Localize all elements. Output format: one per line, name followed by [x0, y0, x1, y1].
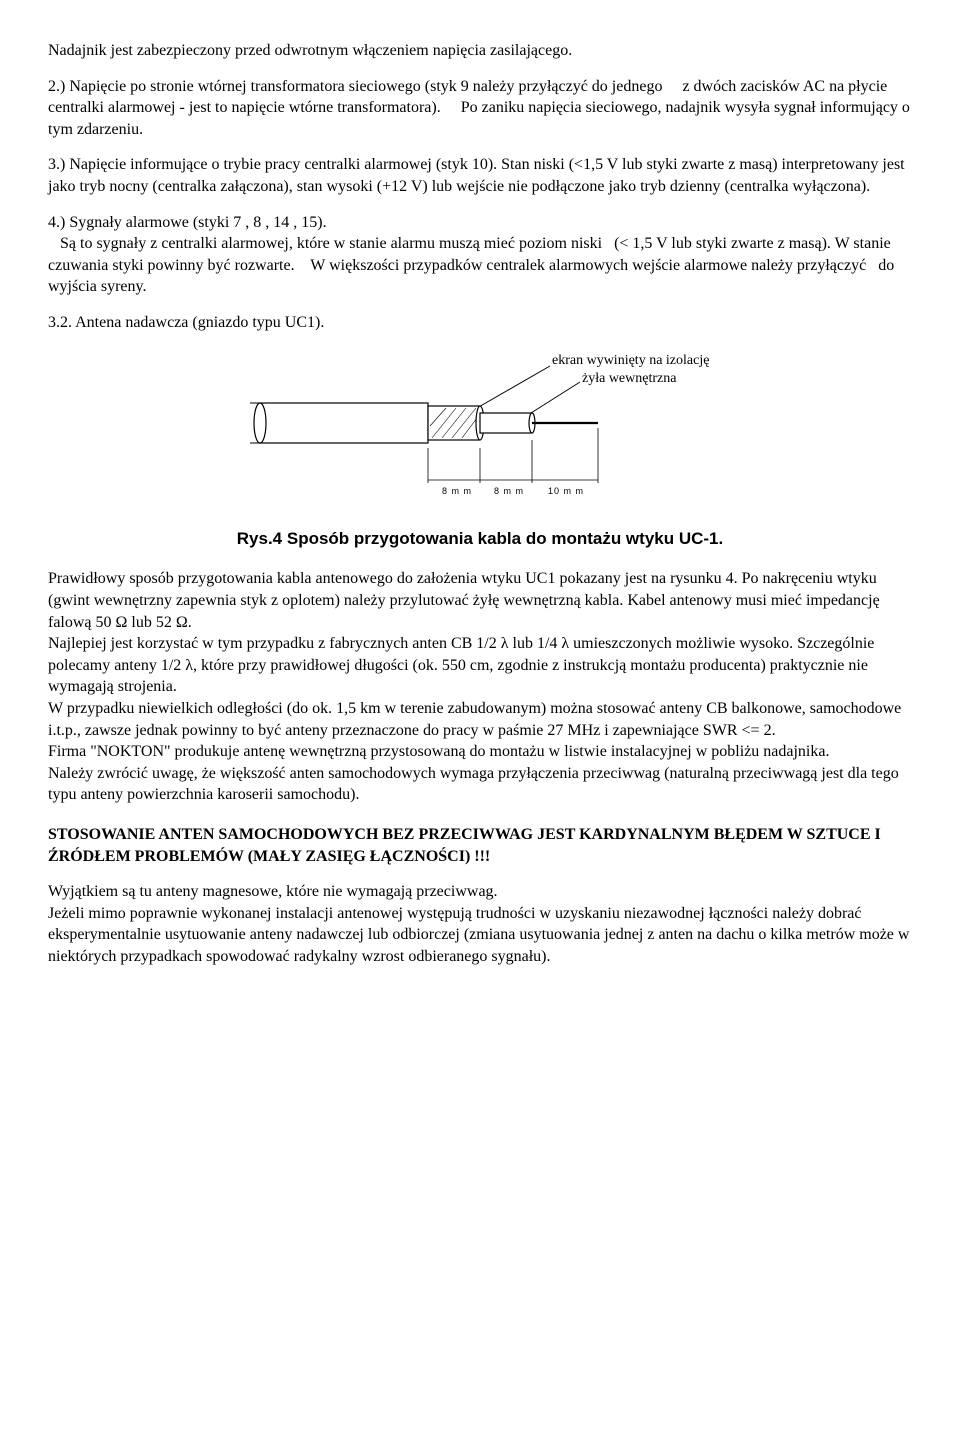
paragraph-transmitter-protection: Nadajnik jest zabezpieczony przed odwrot… [48, 40, 912, 62]
fig-dim-3: 10 m m [548, 486, 584, 496]
paragraph-item-4-body: Są to sygnały z centralki alarmowej, któ… [48, 233, 912, 298]
paragraph-item-3: 3.) Napięcie informujące o trybie pracy … [48, 154, 912, 197]
paragraph-short-range: W przypadku niewielkich odległości (do o… [48, 698, 912, 741]
paragraph-nokton: Firma "NOKTON" produkuje antenę wewnętrz… [48, 741, 912, 763]
figure-4-caption: Rys.4 Sposób przygotowania kabla do mont… [48, 528, 912, 551]
fig-dim-1: 8 m m [442, 486, 472, 496]
fig-label-core: żyła wewnętrzna [582, 371, 677, 386]
paragraph-experimental-placement: Jeżeli mimo poprawnie wykonanej instalac… [48, 903, 912, 968]
paragraph-magnet-exception: Wyjątkiem są tu anteny magnesowe, które … [48, 881, 912, 903]
paragraph-antenna-recommend: Najlepiej jest korzystać w tym przypadku… [48, 633, 912, 698]
paragraph-item-2: 2.) Napięcie po stronie wtórnej transfor… [48, 76, 912, 141]
figure-4-svg: ekran wywinięty na izolację żyła wewnętr… [220, 348, 740, 518]
fig-dim-2: 8 m m [494, 486, 524, 496]
figure-4-cable-prep: ekran wywinięty na izolację żyła wewnętr… [48, 348, 912, 518]
paragraph-counterpoise-note: Należy zwrócić uwagę, że większość anten… [48, 763, 912, 806]
paragraph-item-4-head: 4.) Sygnały alarmowe (styki 7 , 8 , 14 ,… [48, 212, 912, 234]
paragraph-cable-prep: Prawidłowy sposób przygotowania kabla an… [48, 568, 912, 633]
warning-text: STOSOWANIE ANTEN SAMOCHODOWYCH BEZ PRZEC… [48, 826, 881, 865]
heading-3-2-antenna: 3.2. Antena nadawcza (gniazdo typu UC1). [48, 312, 912, 334]
paragraph-warning-bold: STOSOWANIE ANTEN SAMOCHODOWYCH BEZ PRZEC… [48, 824, 912, 867]
fig-label-shield: ekran wywinięty na izolację [552, 353, 709, 368]
